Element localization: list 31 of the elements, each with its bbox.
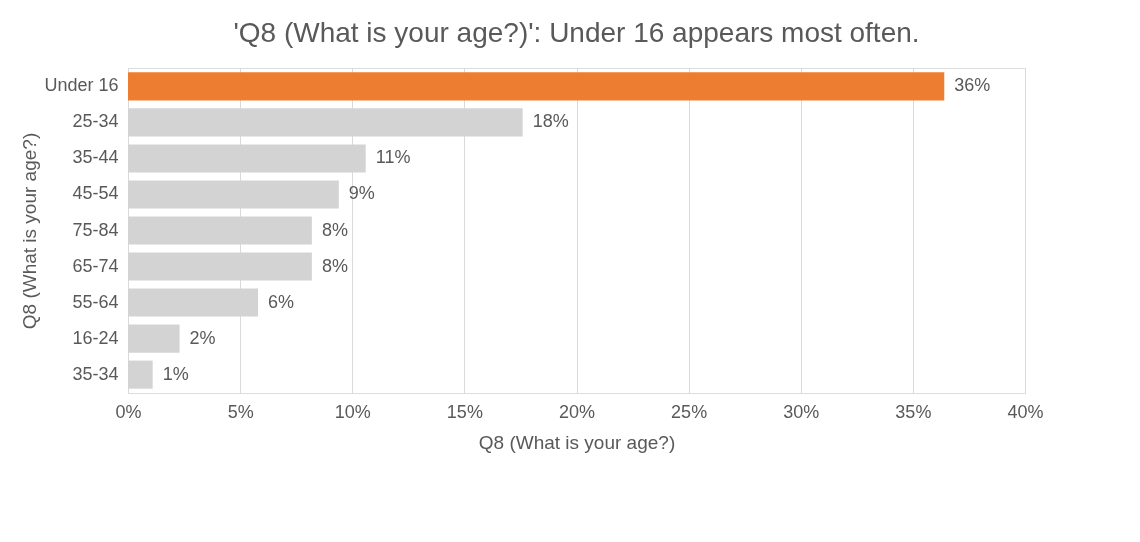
data-label: 2% [189,327,216,348]
x-tick-label: 40% [1007,401,1044,422]
y-tick-label: 16-24 [72,327,119,348]
x-tick-label: 30% [783,401,820,422]
x-tick-label: 5% [227,401,254,422]
data-label: 1% [162,363,189,384]
data-label: 36% [954,75,991,96]
y-tick-label: 75-84 [72,219,119,240]
data-label: 11% [375,147,411,168]
y-tick-label: 35-34 [72,363,119,384]
y-tick-label: 65-74 [72,255,119,276]
x-tick-label: 20% [558,401,596,422]
x-tick-label: 10% [334,401,371,422]
y-tick-label: 35-44 [72,147,119,168]
y-tick-label: Under 16 [44,75,119,96]
y-tick-label: 45-54 [72,183,119,204]
y-tick-label: 55-64 [72,291,119,312]
x-tick-label: 15% [446,401,483,422]
bar [128,72,945,101]
y-tick-label: 25-34 [72,111,119,132]
data-label: 18% [532,111,569,132]
data-label: 9% [348,183,375,204]
x-axis-title: Q8 (What is your age?) [478,431,676,453]
data-label: 8% [321,255,348,276]
x-tick-label: 35% [895,401,932,422]
y-axis-title: Q8 (What is your age?) [19,132,41,330]
x-tick-label: 25% [671,401,708,422]
data-label: 6% [268,291,295,312]
data-label: 8% [321,219,348,240]
chart-title: 'Q8 (What is your age?)': Under 16 appears most often. [233,17,920,48]
x-tick-label: 0% [115,401,142,422]
